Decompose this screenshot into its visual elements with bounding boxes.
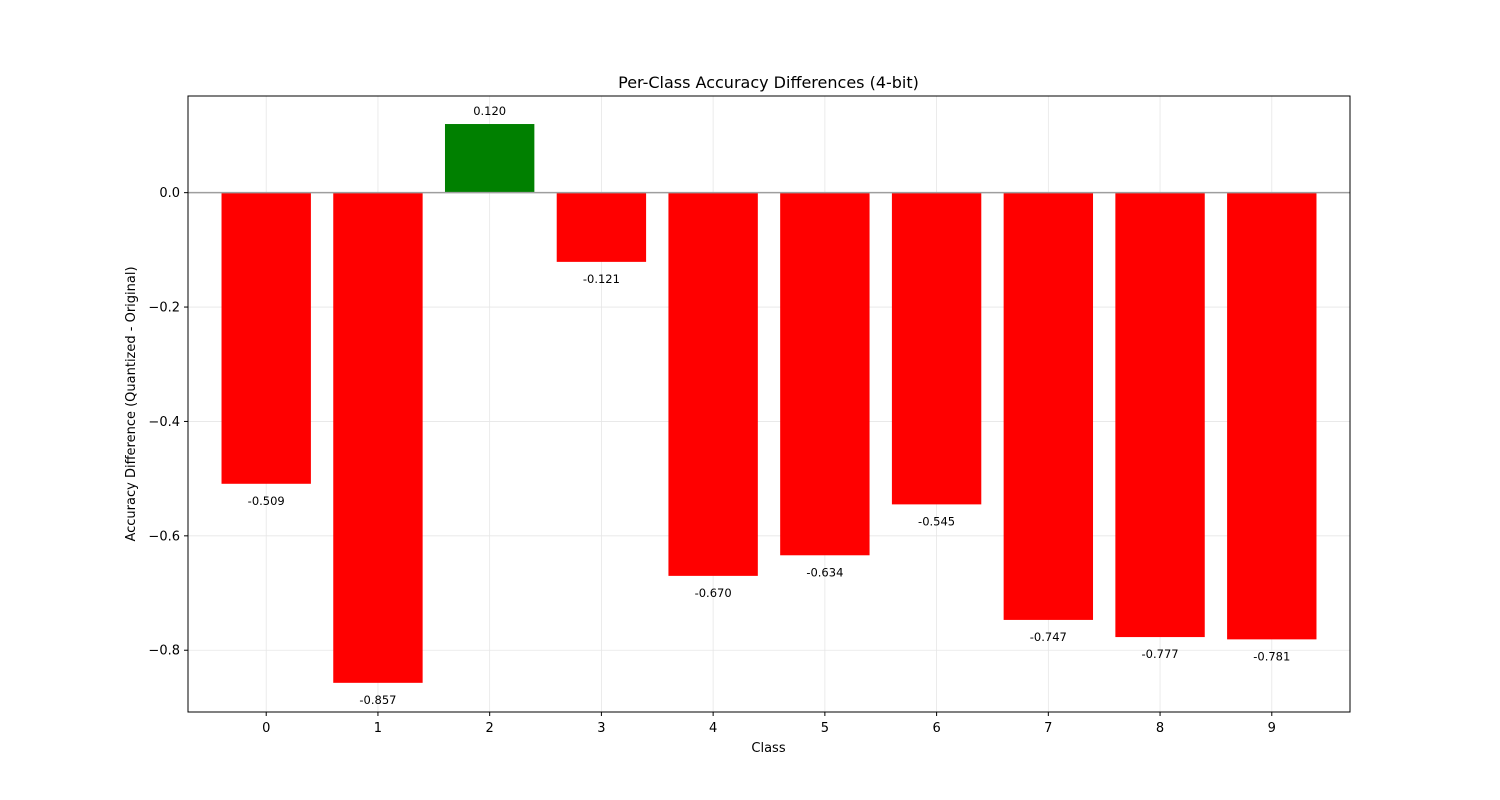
x-tick-label: 0 [262,721,270,736]
bar-class-9 [1227,192,1317,640]
y-axis-label: Accuracy Difference (Quantized - Origina… [124,266,139,541]
data-label-class-0: -0.509 [248,494,285,508]
bar-class-7 [1003,192,1094,620]
x-tick-label: 7 [1044,721,1052,736]
ticks: 0 1 2 3 4 5 6 7 8 9 0.0 −0.2 −0.4 −0.6 −0.8 [148,186,1276,736]
bar-class-5 [780,192,870,556]
data-labels: -0.509 -0.857 0.120 -0.121 -0.670 -0.634 -0.54… [248,104,1291,707]
data-label-class-1: -0.857 [359,693,396,707]
y-tick-label: −0.4 [148,415,180,430]
data-label-class-3: -0.121 [583,272,620,286]
x-axis-label: Class [751,741,785,756]
bar-class-0 [221,192,311,484]
data-label-class-4: -0.670 [695,586,732,600]
bar-class-3 [556,192,647,262]
bar-class-6 [891,192,982,505]
y-tick-label: −0.6 [148,529,180,544]
data-label-class-7: -0.747 [1030,630,1067,644]
bar-class-8 [1115,192,1205,638]
y-tick-label: −0.2 [148,301,180,316]
x-tick-label: 3 [597,721,605,736]
bar-class-2 [444,124,535,193]
y-tick-label: −0.8 [148,644,180,659]
bars [221,124,1317,683]
bar-class-1 [333,192,423,683]
plot-frame [187,95,1351,713]
x-tick-label: 2 [486,721,494,736]
data-label-class-6: -0.545 [918,514,955,528]
bar-class-4 [668,192,758,576]
x-tick-label: 1 [374,721,382,736]
data-label-class-9: -0.781 [1253,649,1290,663]
data-label-class-5: -0.634 [806,565,843,579]
x-tick-label: 8 [1156,721,1164,736]
data-label-class-2: 0.120 [473,104,506,118]
x-tick-label: 9 [1268,721,1276,736]
y-tick-label: 0.0 [159,186,180,201]
x-tick-label: 5 [821,721,829,736]
x-tick-label: 4 [709,721,717,736]
data-label-class-8: -0.777 [1142,647,1179,661]
x-tick-label: 6 [932,721,940,736]
chart-title: Per-Class Accuracy Differences (4-bit) [618,73,919,92]
